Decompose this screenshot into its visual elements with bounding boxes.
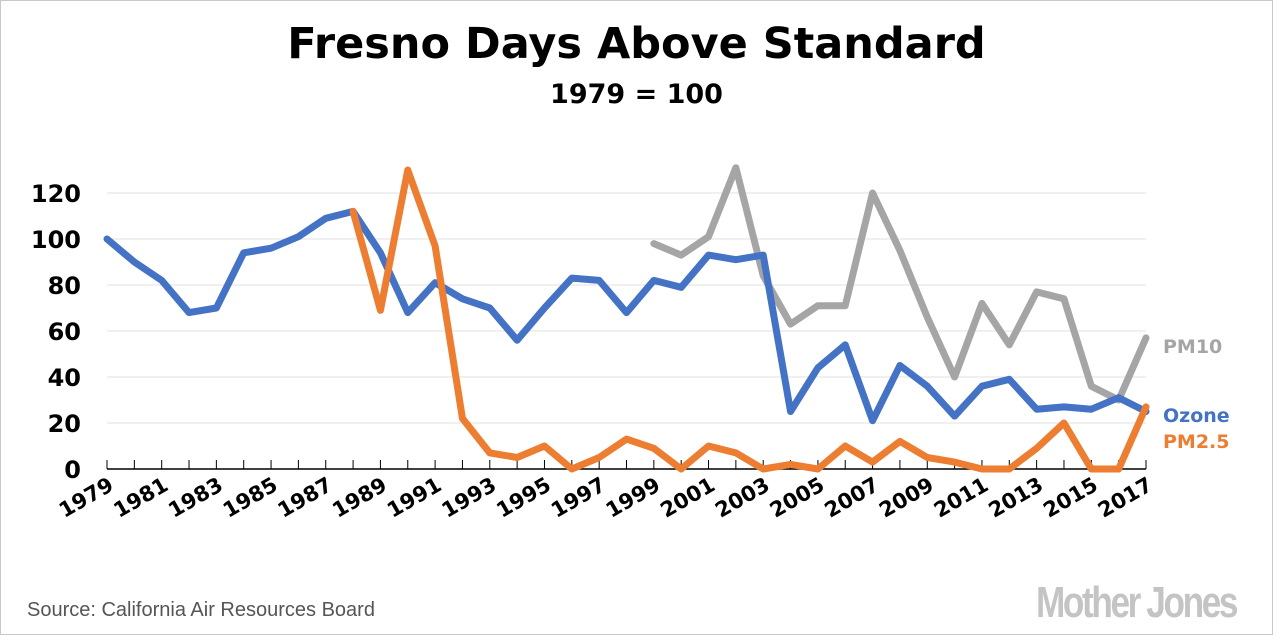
source-note: Source: California Air Resources Board <box>27 599 375 621</box>
series-line-ozone <box>103 207 1150 425</box>
x-tick-label: 1989 <box>328 473 391 523</box>
y-tick-label: 40 <box>48 364 81 392</box>
x-tick-label: 1997 <box>547 473 610 523</box>
x-tick-label: 1983 <box>164 473 227 523</box>
x-tick-label: 1991 <box>383 473 446 523</box>
x-tick-label: 2011 <box>930 473 993 523</box>
chart-subtitle: 1979 = 100 <box>550 79 723 110</box>
series-line-pm10 <box>650 164 1150 404</box>
x-tick-label: 2017 <box>1094 473 1157 523</box>
x-tick-label: 2001 <box>656 473 719 523</box>
series-label: PM10 <box>1163 336 1222 358</box>
chart-title: Fresno Days Above Standard <box>287 19 986 69</box>
x-tick-label: 1981 <box>110 473 173 523</box>
x-tick-label: 1999 <box>602 473 665 523</box>
x-tick-label: 2009 <box>875 473 938 523</box>
y-tick-label: 80 <box>48 272 81 300</box>
y-tick-label: 100 <box>31 226 81 254</box>
x-tick-label: 1993 <box>438 473 501 523</box>
series-label: Ozone <box>1163 405 1230 427</box>
x-tick-label: 2003 <box>711 473 774 523</box>
y-tick-label: 120 <box>31 180 81 208</box>
x-tick-label: 1995 <box>492 473 555 523</box>
x-tick-label: 2007 <box>820 473 883 523</box>
series-label: PM2.5 <box>1163 431 1230 453</box>
x-tick-label: 2015 <box>1039 473 1102 523</box>
x-tick-label: 2013 <box>985 473 1048 523</box>
x-tick-label: 1987 <box>274 473 337 523</box>
y-tick-label: 20 <box>48 410 81 438</box>
series-line-pm25 <box>349 166 1150 473</box>
y-tick-label: 0 <box>64 456 81 484</box>
x-tick-label: 2005 <box>766 473 829 523</box>
mother-jones-logo: Mother Jones <box>1035 578 1238 627</box>
y-tick-label: 60 <box>48 318 81 346</box>
x-tick-label: 1985 <box>219 473 282 523</box>
